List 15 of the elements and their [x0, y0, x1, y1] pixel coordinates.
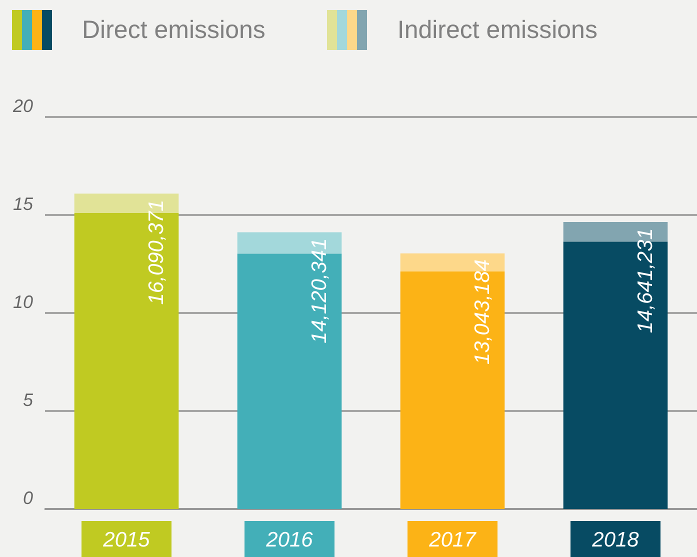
x-tick-label: 2015 — [102, 528, 150, 552]
legend-label: Indirect emissions — [397, 16, 598, 44]
x-tick-label: 2017 — [428, 528, 478, 552]
annotation: 13,043,184 — [471, 259, 494, 365]
y-tick-label: 0 — [22, 488, 33, 508]
annotation: 14,120,341 — [308, 238, 331, 344]
y-tick-label: 10 — [12, 292, 33, 312]
annotation: 14,641,231 — [634, 228, 657, 334]
y-tick-label: 20 — [12, 96, 33, 116]
y-tick-label: 5 — [22, 390, 34, 410]
x-tick-label: 2016 — [265, 528, 314, 552]
y-tick-label: 15 — [12, 194, 34, 214]
legend-label: Direct emissions — [82, 16, 266, 44]
x-tick-label: 2018 — [591, 528, 640, 552]
annotation: 16,090,371 — [145, 200, 168, 305]
